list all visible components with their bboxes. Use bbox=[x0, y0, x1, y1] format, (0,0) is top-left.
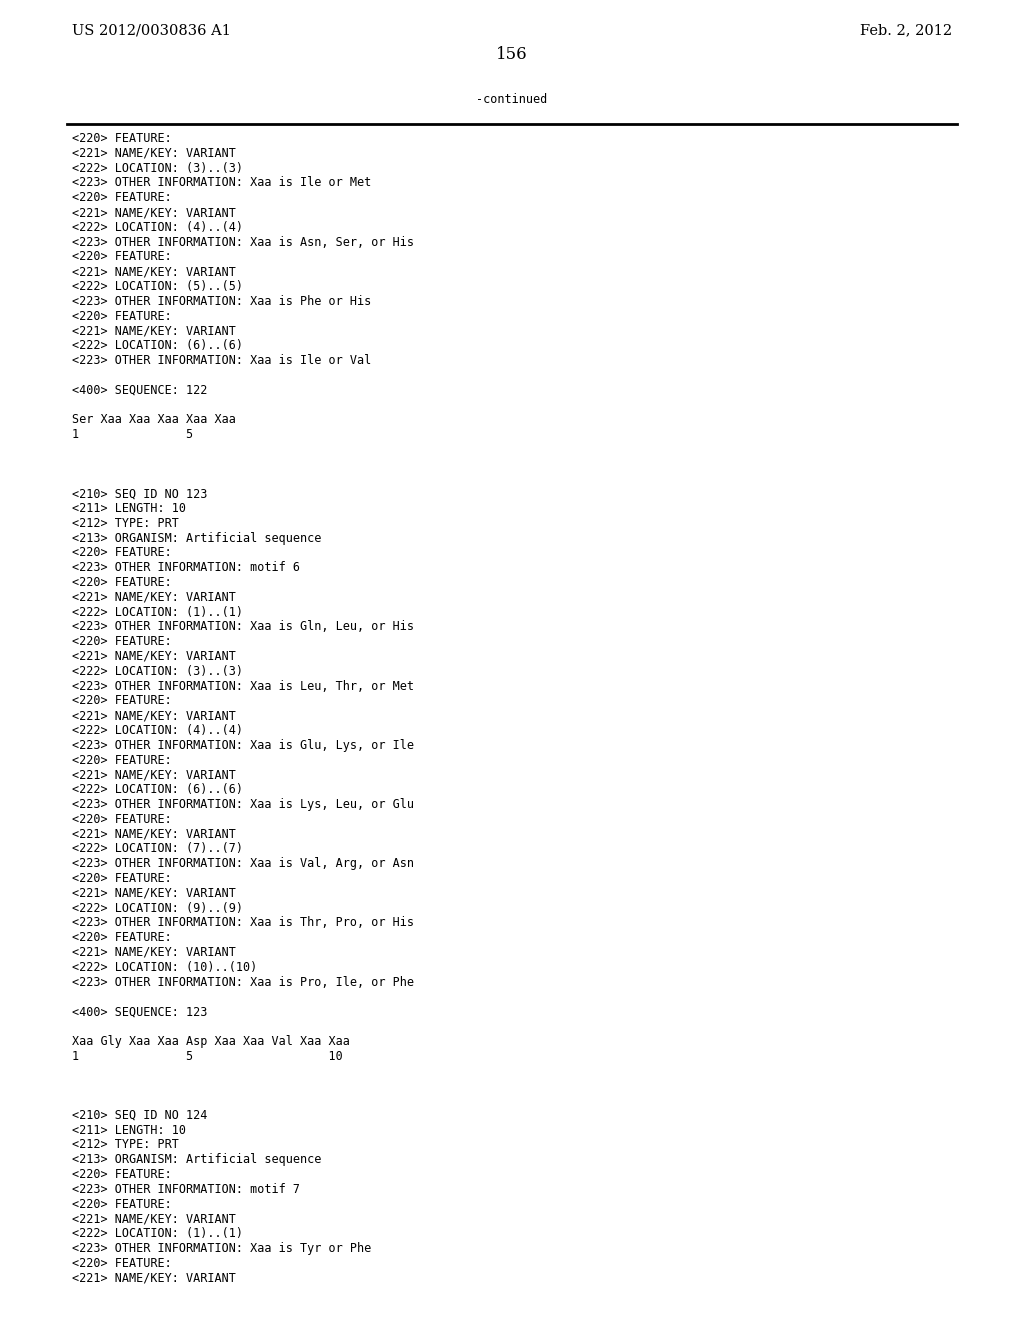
Text: <222> LOCATION: (1)..(1): <222> LOCATION: (1)..(1) bbox=[72, 1228, 243, 1241]
Text: <213> ORGANISM: Artificial sequence: <213> ORGANISM: Artificial sequence bbox=[72, 1154, 322, 1166]
Text: <221> NAME/KEY: VARIANT: <221> NAME/KEY: VARIANT bbox=[72, 768, 236, 781]
Text: <213> ORGANISM: Artificial sequence: <213> ORGANISM: Artificial sequence bbox=[72, 532, 322, 545]
Text: <221> NAME/KEY: VARIANT: <221> NAME/KEY: VARIANT bbox=[72, 147, 236, 160]
Text: <221> NAME/KEY: VARIANT: <221> NAME/KEY: VARIANT bbox=[72, 828, 236, 841]
Text: <220> FEATURE:: <220> FEATURE: bbox=[72, 813, 172, 826]
Text: <221> NAME/KEY: VARIANT: <221> NAME/KEY: VARIANT bbox=[72, 946, 236, 960]
Text: <222> LOCATION: (6)..(6): <222> LOCATION: (6)..(6) bbox=[72, 783, 243, 796]
Text: <220> FEATURE:: <220> FEATURE: bbox=[72, 931, 172, 944]
Text: <220> FEATURE:: <220> FEATURE: bbox=[72, 310, 172, 322]
Text: <223> OTHER INFORMATION: Xaa is Pro, Ile, or Phe: <223> OTHER INFORMATION: Xaa is Pro, Ile… bbox=[72, 975, 414, 989]
Text: <211> LENGTH: 10: <211> LENGTH: 10 bbox=[72, 1123, 186, 1137]
Text: <223> OTHER INFORMATION: Xaa is Gln, Leu, or His: <223> OTHER INFORMATION: Xaa is Gln, Leu… bbox=[72, 620, 414, 634]
Text: <223> OTHER INFORMATION: Xaa is Leu, Thr, or Met: <223> OTHER INFORMATION: Xaa is Leu, Thr… bbox=[72, 680, 414, 693]
Text: US 2012/0030836 A1: US 2012/0030836 A1 bbox=[72, 22, 230, 37]
Text: <400> SEQUENCE: 122: <400> SEQUENCE: 122 bbox=[72, 384, 208, 396]
Text: <223> OTHER INFORMATION: Xaa is Phe or His: <223> OTHER INFORMATION: Xaa is Phe or H… bbox=[72, 294, 372, 308]
Text: <221> NAME/KEY: VARIANT: <221> NAME/KEY: VARIANT bbox=[72, 265, 236, 279]
Text: <220> FEATURE:: <220> FEATURE: bbox=[72, 1168, 172, 1181]
Text: <210> SEQ ID NO 123: <210> SEQ ID NO 123 bbox=[72, 487, 208, 500]
Text: <223> OTHER INFORMATION: motif 7: <223> OTHER INFORMATION: motif 7 bbox=[72, 1183, 300, 1196]
Text: <221> NAME/KEY: VARIANT: <221> NAME/KEY: VARIANT bbox=[72, 887, 236, 900]
Text: <220> FEATURE:: <220> FEATURE: bbox=[72, 873, 172, 884]
Text: -continued: -continued bbox=[476, 92, 548, 106]
Text: <223> OTHER INFORMATION: motif 6: <223> OTHER INFORMATION: motif 6 bbox=[72, 561, 300, 574]
Text: Xaa Gly Xaa Xaa Asp Xaa Xaa Val Xaa Xaa: Xaa Gly Xaa Xaa Asp Xaa Xaa Val Xaa Xaa bbox=[72, 1035, 350, 1048]
Text: <222> LOCATION: (6)..(6): <222> LOCATION: (6)..(6) bbox=[72, 339, 243, 352]
Text: <222> LOCATION: (5)..(5): <222> LOCATION: (5)..(5) bbox=[72, 280, 243, 293]
Text: 156: 156 bbox=[497, 46, 527, 63]
Text: <211> LENGTH: 10: <211> LENGTH: 10 bbox=[72, 502, 186, 515]
Text: <221> NAME/KEY: VARIANT: <221> NAME/KEY: VARIANT bbox=[72, 709, 236, 722]
Text: <220> FEATURE:: <220> FEATURE: bbox=[72, 251, 172, 264]
Text: <220> FEATURE:: <220> FEATURE: bbox=[72, 132, 172, 145]
Text: Ser Xaa Xaa Xaa Xaa Xaa: Ser Xaa Xaa Xaa Xaa Xaa bbox=[72, 413, 236, 426]
Text: <222> LOCATION: (4)..(4): <222> LOCATION: (4)..(4) bbox=[72, 220, 243, 234]
Text: <400> SEQUENCE: 123: <400> SEQUENCE: 123 bbox=[72, 1006, 208, 1018]
Text: <223> OTHER INFORMATION: Xaa is Ile or Val: <223> OTHER INFORMATION: Xaa is Ile or V… bbox=[72, 354, 372, 367]
Text: <221> NAME/KEY: VARIANT: <221> NAME/KEY: VARIANT bbox=[72, 206, 236, 219]
Text: <223> OTHER INFORMATION: Xaa is Asn, Ser, or His: <223> OTHER INFORMATION: Xaa is Asn, Ser… bbox=[72, 235, 414, 248]
Text: <220> FEATURE:: <220> FEATURE: bbox=[72, 576, 172, 589]
Text: <220> FEATURE:: <220> FEATURE: bbox=[72, 635, 172, 648]
Text: 1               5: 1 5 bbox=[72, 428, 194, 441]
Text: <221> NAME/KEY: VARIANT: <221> NAME/KEY: VARIANT bbox=[72, 1212, 236, 1225]
Text: <223> OTHER INFORMATION: Xaa is Glu, Lys, or Ile: <223> OTHER INFORMATION: Xaa is Glu, Lys… bbox=[72, 739, 414, 752]
Text: <220> FEATURE:: <220> FEATURE: bbox=[72, 1197, 172, 1210]
Text: 1               5                   10: 1 5 10 bbox=[72, 1049, 343, 1063]
Text: <220> FEATURE:: <220> FEATURE: bbox=[72, 754, 172, 767]
Text: <223> OTHER INFORMATION: Xaa is Ile or Met: <223> OTHER INFORMATION: Xaa is Ile or M… bbox=[72, 177, 372, 189]
Text: <222> LOCATION: (9)..(9): <222> LOCATION: (9)..(9) bbox=[72, 902, 243, 915]
Text: <222> LOCATION: (10)..(10): <222> LOCATION: (10)..(10) bbox=[72, 961, 257, 974]
Text: <220> FEATURE:: <220> FEATURE: bbox=[72, 546, 172, 560]
Text: Feb. 2, 2012: Feb. 2, 2012 bbox=[860, 22, 952, 37]
Text: <220> FEATURE:: <220> FEATURE: bbox=[72, 1257, 172, 1270]
Text: <222> LOCATION: (3)..(3): <222> LOCATION: (3)..(3) bbox=[72, 161, 243, 174]
Text: <221> NAME/KEY: VARIANT: <221> NAME/KEY: VARIANT bbox=[72, 1271, 236, 1284]
Text: <212> TYPE: PRT: <212> TYPE: PRT bbox=[72, 1138, 179, 1151]
Text: <220> FEATURE:: <220> FEATURE: bbox=[72, 694, 172, 708]
Text: <212> TYPE: PRT: <212> TYPE: PRT bbox=[72, 517, 179, 529]
Text: <220> FEATURE:: <220> FEATURE: bbox=[72, 191, 172, 205]
Text: <223> OTHER INFORMATION: Xaa is Lys, Leu, or Glu: <223> OTHER INFORMATION: Xaa is Lys, Leu… bbox=[72, 799, 414, 810]
Text: <221> NAME/KEY: VARIANT: <221> NAME/KEY: VARIANT bbox=[72, 591, 236, 603]
Text: <223> OTHER INFORMATION: Xaa is Thr, Pro, or His: <223> OTHER INFORMATION: Xaa is Thr, Pro… bbox=[72, 916, 414, 929]
Text: <222> LOCATION: (7)..(7): <222> LOCATION: (7)..(7) bbox=[72, 842, 243, 855]
Text: <223> OTHER INFORMATION: Xaa is Val, Arg, or Asn: <223> OTHER INFORMATION: Xaa is Val, Arg… bbox=[72, 857, 414, 870]
Text: <210> SEQ ID NO 124: <210> SEQ ID NO 124 bbox=[72, 1109, 208, 1122]
Text: <222> LOCATION: (4)..(4): <222> LOCATION: (4)..(4) bbox=[72, 723, 243, 737]
Text: <222> LOCATION: (3)..(3): <222> LOCATION: (3)..(3) bbox=[72, 665, 243, 677]
Text: <222> LOCATION: (1)..(1): <222> LOCATION: (1)..(1) bbox=[72, 606, 243, 619]
Text: <221> NAME/KEY: VARIANT: <221> NAME/KEY: VARIANT bbox=[72, 325, 236, 338]
Text: <223> OTHER INFORMATION: Xaa is Tyr or Phe: <223> OTHER INFORMATION: Xaa is Tyr or P… bbox=[72, 1242, 372, 1255]
Text: <221> NAME/KEY: VARIANT: <221> NAME/KEY: VARIANT bbox=[72, 649, 236, 663]
